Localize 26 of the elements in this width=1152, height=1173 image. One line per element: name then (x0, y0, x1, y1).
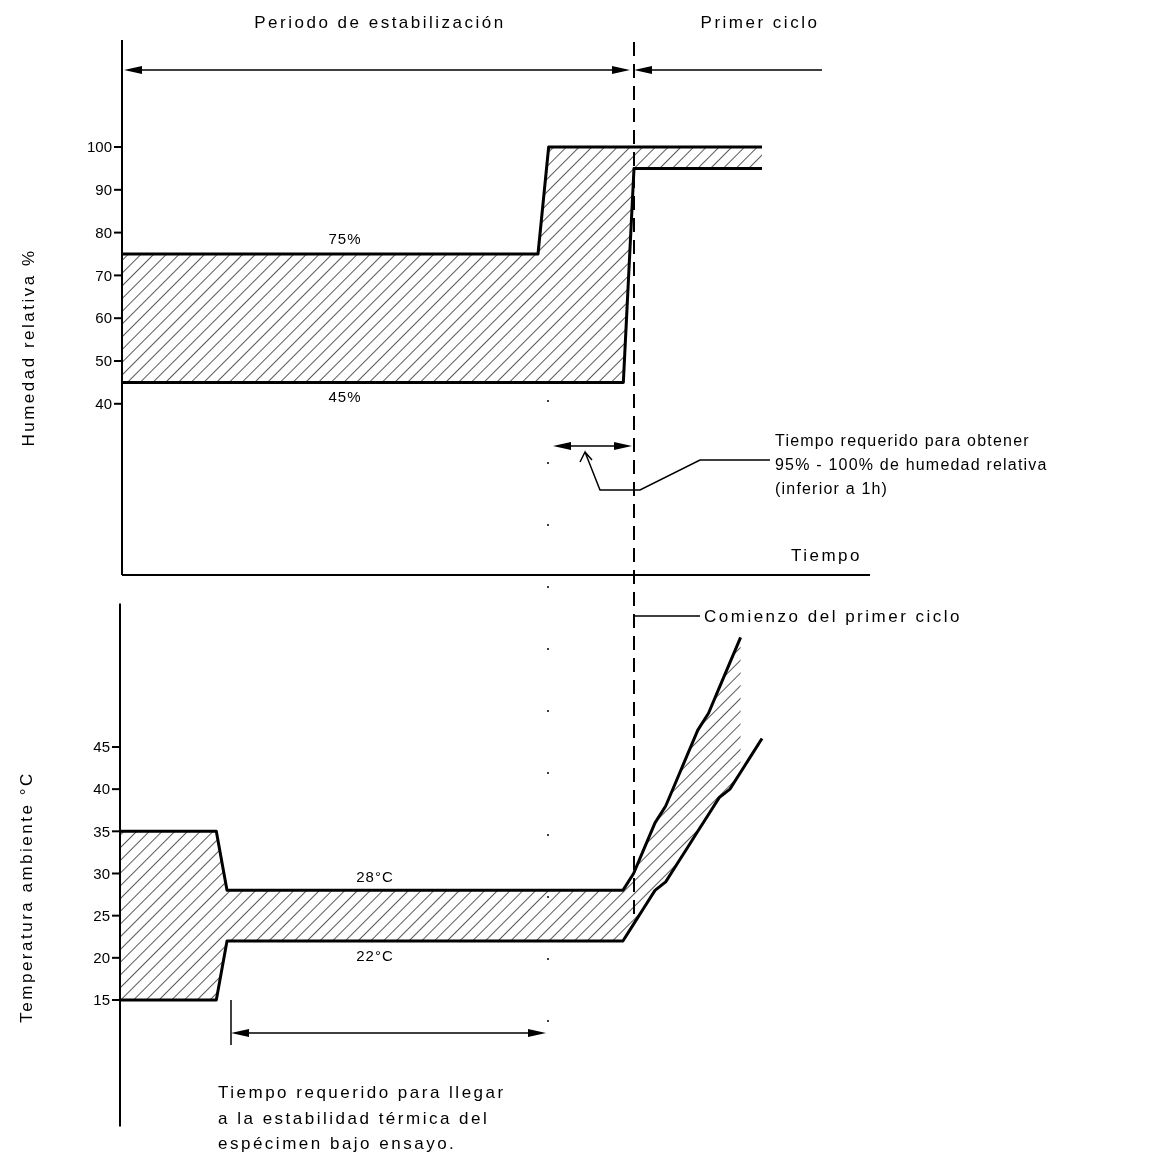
annotation: 75% (328, 230, 362, 247)
y-tick-label: 90 (95, 181, 112, 199)
annotation: 28°C (356, 868, 394, 886)
y-tick-label: 70 (95, 266, 112, 284)
annotation: 45% (328, 388, 362, 406)
text: Periodo de estabilización (254, 13, 506, 32)
y-tick-label: 30 (93, 864, 110, 882)
y-tick-label: 20 (93, 949, 110, 967)
y-tick-label: 25 (93, 906, 110, 924)
y-tick-label: 15 (93, 991, 110, 1009)
text: Primer ciclo (700, 13, 820, 32)
annotation: Tiempo requerido para llegar a la estabilidad térmica del espécimen bajo ensayo. (218, 1083, 506, 1153)
annotation: 22°C (356, 946, 394, 964)
y-tick-label: 35 (93, 822, 110, 840)
x-axis-title: Tiempo (790, 546, 862, 565)
text: Tiempo requerido para obtener 95% - 100% de humedad relativa (inferior a 1h) (775, 432, 1048, 497)
y-axis-title: Temperatura ambiente °C (17, 771, 36, 1023)
y-tick-label: 50 (95, 352, 112, 370)
y-tick-label: 100 (86, 138, 112, 156)
y-axis-title: Humedad relativa % (19, 248, 38, 447)
annotation: Comienzo del primer ciclo (704, 607, 963, 626)
y-tick-label: 40 (93, 780, 110, 798)
y-tick-label: 45 (93, 738, 110, 756)
y-tick-label: 80 (95, 223, 112, 241)
y-tick-label: 40 (95, 395, 112, 413)
y-tick-label: 60 (95, 309, 112, 327)
